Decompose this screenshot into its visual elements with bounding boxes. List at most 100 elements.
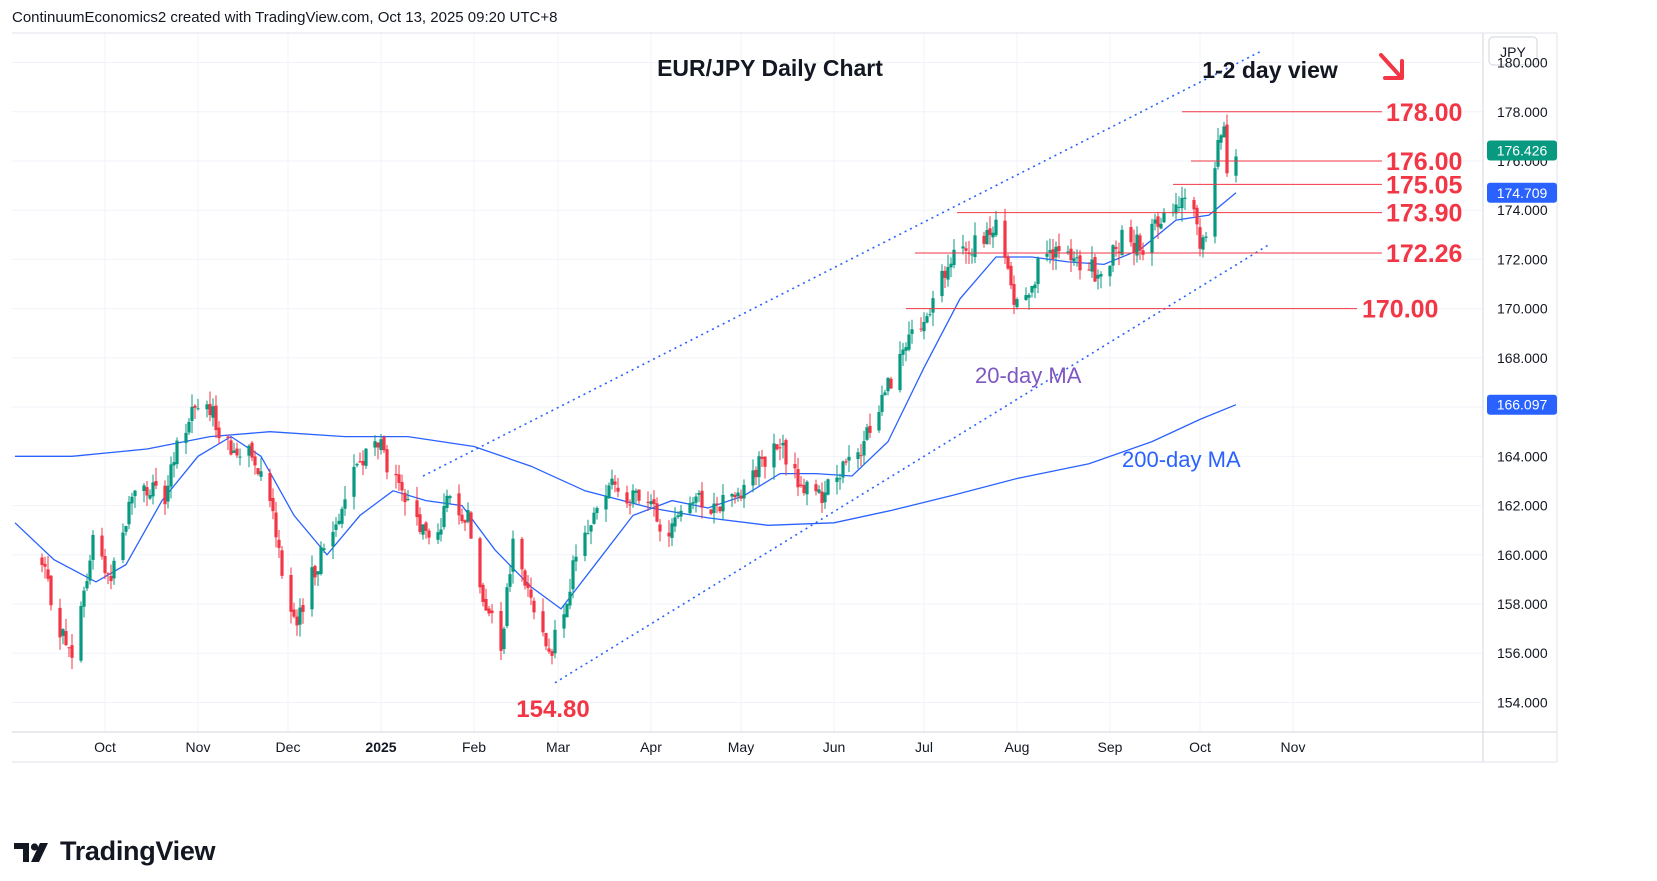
candle-body: [928, 314, 932, 316]
candle-body: [319, 547, 323, 575]
candle-body: [187, 421, 191, 433]
candle-body: [1033, 284, 1037, 289]
level-label: 173.90: [1386, 200, 1462, 228]
candle-body: [403, 492, 407, 503]
candle-body: [226, 436, 230, 438]
candle-body: [331, 531, 335, 547]
candle-body: [82, 590, 86, 607]
candle-body: [1054, 246, 1058, 258]
candle-body: [1009, 265, 1013, 286]
level-label: 172.26: [1386, 240, 1462, 268]
candle-body: [145, 487, 149, 496]
candle-body: [1135, 234, 1139, 256]
candle-body: [154, 481, 158, 486]
currency-box: [1488, 36, 1538, 66]
candle-body: [1072, 258, 1076, 262]
candle-body: [361, 460, 365, 466]
candle-body: [484, 598, 488, 611]
candle-body: [877, 412, 881, 431]
candle-body: [1180, 197, 1184, 209]
candle-body: [208, 404, 212, 416]
candle-body: [1132, 242, 1136, 253]
x-tick-label: Feb: [462, 739, 486, 755]
candle-body: [673, 517, 677, 527]
candle-body: [904, 347, 908, 351]
candle-body: [415, 500, 419, 518]
y-tick-label: 158.000: [1497, 596, 1548, 612]
candle-body: [1111, 245, 1115, 266]
level-label: 178.00: [1386, 99, 1462, 127]
candle-body: [529, 589, 533, 598]
y-tick-label: 154.000: [1497, 694, 1548, 710]
candle-body: [838, 478, 842, 480]
candle-body: [1024, 295, 1028, 300]
candle-body: [1099, 274, 1103, 277]
low-label: 154.80: [516, 696, 589, 723]
candle-body: [1159, 223, 1163, 229]
candle-body: [238, 456, 242, 458]
candle-body: [100, 535, 104, 557]
candle-body: [253, 456, 257, 466]
candle-body: [445, 495, 449, 508]
candle-body: [88, 560, 92, 581]
candle-body: [562, 614, 566, 629]
candle-body: [820, 491, 824, 503]
candle-body: [568, 591, 572, 606]
candle-body: [856, 452, 860, 459]
candle-body: [574, 556, 578, 562]
tradingview-footer[interactable]: TradingView: [14, 836, 216, 867]
candle-body: [1138, 235, 1142, 251]
candle-body: [235, 448, 239, 456]
candle-body: [1225, 124, 1229, 174]
price-tag-bg: [1487, 394, 1557, 415]
candle-body: [313, 565, 317, 578]
candle-body: [1216, 140, 1220, 167]
tradingview-logo-icon: [14, 842, 48, 862]
candle-body: [775, 444, 779, 450]
candle-body: [466, 509, 470, 522]
candle-body: [547, 648, 551, 652]
candle-body: [712, 503, 716, 513]
candle-body: [298, 607, 302, 625]
candle-body: [424, 522, 428, 531]
candle-body: [523, 570, 527, 586]
level-label: 175.05: [1386, 171, 1463, 199]
candle-body: [646, 501, 650, 503]
candle-body: [796, 469, 800, 488]
candle-body: [658, 524, 662, 532]
candle-body: [421, 524, 425, 535]
candle-body: [739, 495, 743, 499]
candle-body: [772, 443, 776, 468]
candle-body: [1195, 207, 1199, 225]
level-label: 170.00: [1362, 296, 1438, 324]
view-label: 1-2 day view: [1202, 57, 1338, 83]
candle-body: [865, 427, 869, 440]
candle-body: [961, 246, 965, 249]
candle-body: [982, 235, 986, 244]
candle-body: [418, 514, 422, 532]
candle-body: [295, 616, 299, 626]
candle-body: [1108, 265, 1112, 277]
candle-body: [889, 378, 893, 389]
candle-body: [400, 482, 404, 491]
candle-body: [352, 466, 356, 497]
candle-body: [61, 629, 65, 636]
candle-body: [964, 248, 968, 251]
candle-body: [1204, 236, 1208, 238]
candle-body: [214, 405, 218, 431]
candle-body: [1090, 259, 1094, 272]
y-tick-label: 174.000: [1497, 202, 1548, 218]
candle-body: [130, 496, 134, 504]
candle-body: [1045, 253, 1049, 257]
candle-body: [946, 266, 950, 280]
candle-body: [760, 456, 764, 459]
candle-body: [553, 629, 557, 654]
y-tick-label: 156.000: [1497, 645, 1548, 661]
candle-body: [148, 495, 152, 499]
candle-body: [1051, 249, 1055, 260]
candle-body: [520, 538, 524, 570]
candle-body: [994, 219, 998, 236]
candle-body: [1078, 255, 1082, 271]
